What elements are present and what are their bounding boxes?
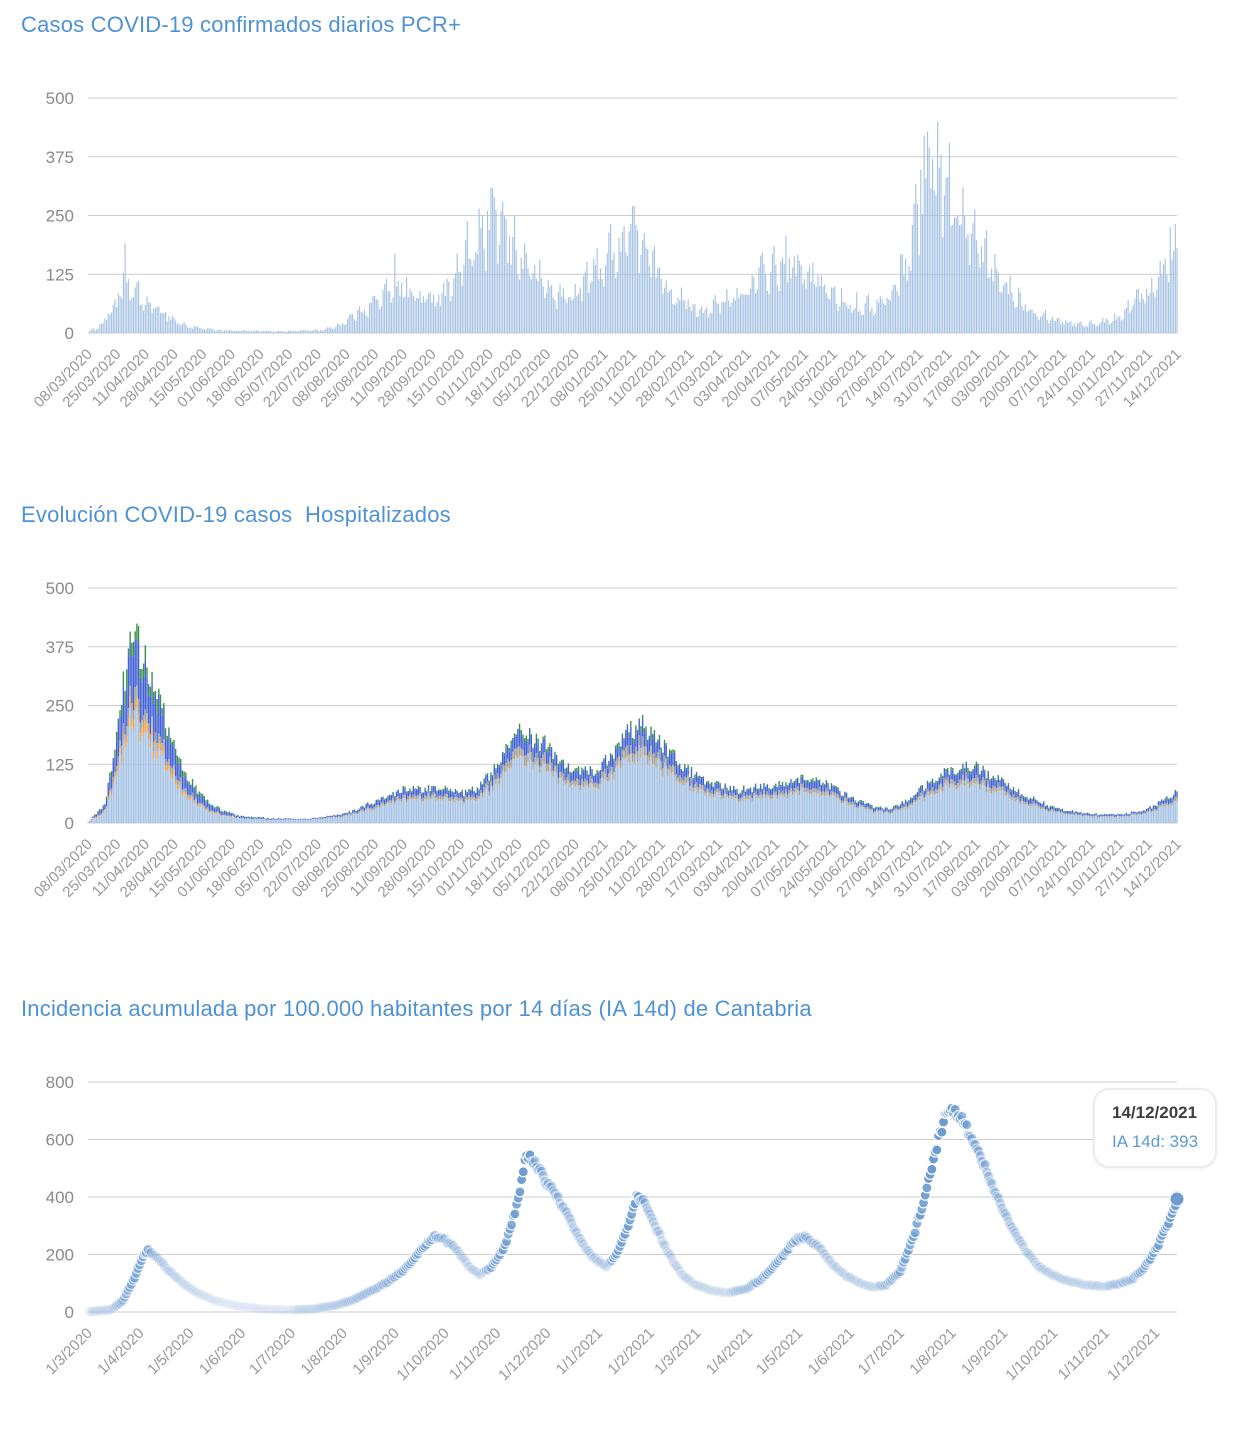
svg-text:1/11/2020: 1/11/2020 <box>446 1325 504 1383</box>
svg-text:1/4/2020: 1/4/2020 <box>94 1325 147 1378</box>
svg-text:1/10/2020: 1/10/2020 <box>394 1325 453 1384</box>
svg-text:0: 0 <box>65 324 74 343</box>
svg-text:400: 400 <box>46 1188 74 1207</box>
svg-text:1/11/2021: 1/11/2021 <box>1055 1325 1113 1383</box>
ia14d-tooltip: 14/12/2021 IA 14d: 393 <box>1093 1088 1218 1168</box>
svg-text:1/2/2021: 1/2/2021 <box>605 1325 658 1378</box>
svg-text:250: 250 <box>46 697 74 716</box>
svg-text:600: 600 <box>46 1131 74 1150</box>
svg-text:1/4/2021: 1/4/2021 <box>703 1325 756 1378</box>
svg-text:200: 200 <box>46 1246 74 1265</box>
svg-text:1/8/2021: 1/8/2021 <box>906 1325 959 1378</box>
svg-text:500: 500 <box>46 579 74 598</box>
tooltip-date: 14/12/2021 <box>1112 1103 1198 1122</box>
svg-text:1/5/2020: 1/5/2020 <box>144 1325 197 1378</box>
svg-text:1/7/2020: 1/7/2020 <box>246 1325 299 1378</box>
svg-text:1/12/2021: 1/12/2021 <box>1104 1325 1163 1384</box>
svg-text:800: 800 <box>46 1073 74 1092</box>
chart-title-ia14d: Incidencia acumulada por 100.000 habitan… <box>21 996 812 1021</box>
svg-text:0: 0 <box>65 1303 74 1322</box>
svg-text:0: 0 <box>65 814 74 833</box>
svg-text:1/3/2020: 1/3/2020 <box>43 1325 96 1378</box>
svg-text:1/6/2021: 1/6/2021 <box>805 1325 858 1378</box>
svg-text:1/3/2021: 1/3/2021 <box>651 1325 704 1378</box>
svg-text:1/1/2021: 1/1/2021 <box>553 1325 606 1378</box>
svg-text:125: 125 <box>46 755 74 774</box>
svg-text:375: 375 <box>46 638 74 657</box>
chart-title-hospitalized: Evolución COVID-19 casos Hospitalizados <box>21 502 451 527</box>
svg-text:1/12/2020: 1/12/2020 <box>495 1325 554 1384</box>
daily-cases-plot[interactable]: 500375250125008/03/202025/03/202011/04/2… <box>31 89 1185 411</box>
tooltip-value: IA 14d: 393 <box>1112 1132 1199 1152</box>
svg-text:250: 250 <box>46 207 74 226</box>
svg-text:500: 500 <box>46 89 74 108</box>
svg-text:125: 125 <box>46 265 74 284</box>
svg-text:375: 375 <box>46 148 74 167</box>
svg-text:1/8/2020: 1/8/2020 <box>298 1325 351 1378</box>
svg-text:1/6/2020: 1/6/2020 <box>196 1325 249 1378</box>
svg-text:1/5/2021: 1/5/2021 <box>753 1325 806 1378</box>
ia14d-plot[interactable]: 80060040020001/3/20201/4/20201/5/20201/6… <box>43 1073 1185 1384</box>
chart-title-daily-cases: Casos COVID-19 confirmados diarios PCR+ <box>21 12 462 37</box>
hospitalized-plot[interactable]: 500375250125008/03/202025/03/202011/04/2… <box>31 579 1185 901</box>
svg-text:1/7/2021: 1/7/2021 <box>855 1325 908 1378</box>
svg-text:1/10/2021: 1/10/2021 <box>1002 1325 1061 1384</box>
